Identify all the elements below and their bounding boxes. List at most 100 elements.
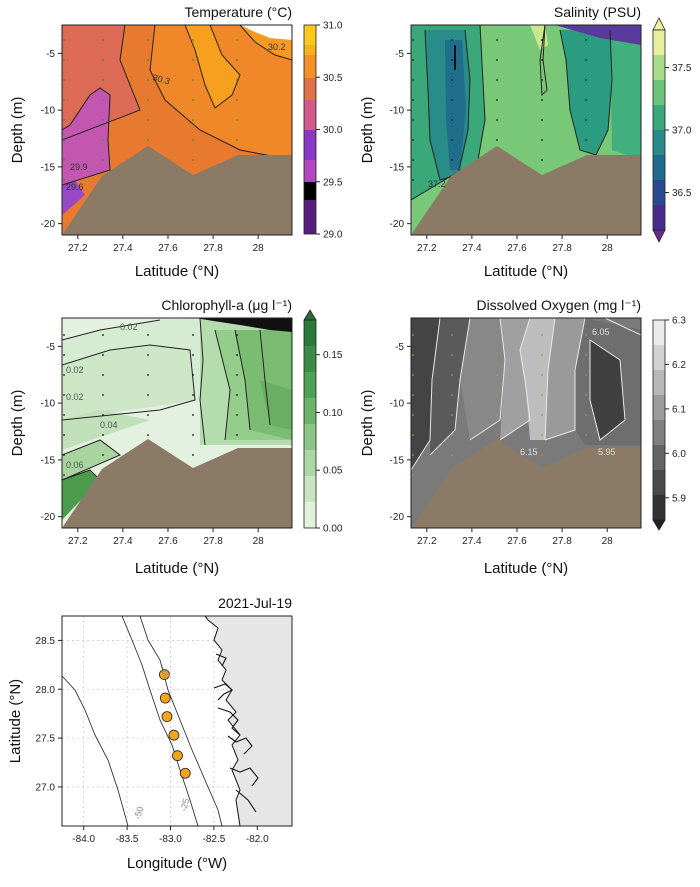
- map-xtick-label: -84.0: [72, 834, 95, 845]
- chlorophyll-axes: 27.2 27.4 27.6 27.8 28 -5 -10 -15 -20: [41, 342, 265, 547]
- salinity-xtick-label: 27.2: [417, 243, 437, 254]
- map-ytick-label: 28.5: [36, 636, 56, 647]
- temperature-colorbar-tick-label: 31.0: [323, 21, 343, 32]
- oxygen-axes: 27.2 27.4 27.6 27.8 28 -5 -10 -15 -20: [390, 342, 614, 547]
- chlorophyll-panel: Chlorophyll-a (μg l⁻¹): [9, 297, 343, 577]
- chlorophyll-contour-label: 0.06: [66, 460, 84, 470]
- temperature-colorbar-tick-label: 29.0: [323, 230, 343, 241]
- temperature-colorbar-tick-label: 29.5: [323, 177, 343, 188]
- oxygen-colorbar-ticks: 6.3 6.2 6.1 6.0 5.9: [665, 316, 686, 504]
- temperature-xtick-label: 27.2: [68, 243, 88, 254]
- isobath-50: [62, 675, 129, 826]
- oxygen-colorbar: 6.3 6.2 6.1 6.0 5.9: [652, 316, 686, 531]
- temperature-xtick-label: 27.4: [113, 243, 133, 254]
- map-ylabel: Latitude (°N): [7, 679, 24, 763]
- chlorophyll-ylabel: Depth (m): [9, 390, 26, 457]
- temperature-title: Temperature (°C): [184, 4, 292, 20]
- salinity-ytick-label: -10: [390, 106, 405, 117]
- oxygen-panel: Dissolved Oxygen (mg l⁻¹): [359, 297, 686, 577]
- chlorophyll-colorbar-tick-label: 0.15: [323, 350, 343, 361]
- chlorophyll-stations: [63, 334, 238, 476]
- temperature-colorbar-tick-label: 30.5: [323, 73, 343, 84]
- salinity-xtick-label: 28: [602, 243, 614, 254]
- oxygen-field: [411, 318, 641, 528]
- chlorophyll-ytick-label: -15: [41, 455, 56, 466]
- temperature-ytick-label: -20: [41, 219, 56, 230]
- map-xtick-label: -82.5: [202, 834, 225, 845]
- oxygen-colorbar-tick-label: 5.9: [672, 493, 686, 504]
- temperature-frame: [61, 24, 293, 236]
- map-xtick-label: -82.0: [246, 834, 269, 845]
- salinity-seabed: [411, 146, 641, 235]
- oxygen-xtick-label: 27.6: [507, 536, 527, 547]
- oxygen-colorbar-tick-label: 6.2: [672, 360, 686, 371]
- chlorophyll-colorbar: 0.15 0.10 0.05 0.00: [303, 309, 343, 535]
- station-marker: [159, 692, 171, 704]
- oxygen-title: Dissolved Oxygen (mg l⁻¹): [476, 297, 641, 313]
- temperature-colorbar-ticks: 31.0 30.5 30.0 29.5 29.0: [316, 21, 343, 241]
- chlorophyll-seabed: [62, 439, 292, 528]
- oxygen-xtick-label: 27.8: [552, 536, 572, 547]
- station-marker: [168, 729, 180, 741]
- chlorophyll-field: [62, 318, 292, 528]
- salinity-ytick-label: -5: [395, 49, 404, 60]
- salinity-ytick-label: -20: [390, 219, 405, 230]
- chlorophyll-colorbar-ticks: 0.15 0.10 0.05 0.00: [316, 350, 343, 535]
- map-land: [204, 616, 292, 826]
- chlorophyll-xtick-label: 28: [253, 536, 265, 547]
- temperature-xlabel: Latitude (°N): [135, 263, 219, 280]
- chlorophyll-colorbar-tick-label: 0.05: [323, 466, 343, 477]
- temperature-colorbar: 31.0 30.5 30.0 29.5 29.0: [303, 21, 343, 241]
- chlorophyll-xtick-label: 27.8: [203, 536, 223, 547]
- chlorophyll-ytick-label: -20: [41, 512, 56, 523]
- salinity-colorbar-tick-label: 36.5: [672, 188, 692, 199]
- salinity-xtick-label: 27.6: [507, 243, 527, 254]
- salinity-ylabel: Depth (m): [359, 97, 376, 164]
- salinity-colorbar: 37.5 37.0 36.5: [652, 17, 692, 243]
- station-marker: [172, 750, 183, 762]
- salinity-xtick-label: 27.8: [552, 243, 572, 254]
- oxygen-xtick-label: 28: [602, 536, 614, 547]
- chlorophyll-xlabel: Latitude (°N): [135, 560, 219, 577]
- temperature-colorbar-tick-label: 30.0: [323, 125, 343, 136]
- map-ytick-label: 27.5: [36, 734, 56, 745]
- station-marker: [161, 711, 173, 723]
- map-xtick-label: -83.0: [159, 834, 182, 845]
- oxygen-frame: [410, 317, 642, 529]
- chlorophyll-xtick-label: 27.4: [113, 536, 133, 547]
- temperature-xtick-label: 27.6: [158, 243, 178, 254]
- oxygen-xtick-label: 27.2: [417, 536, 437, 547]
- oxygen-stations: [412, 334, 587, 476]
- oxygen-ytick-label: -20: [390, 512, 405, 523]
- salinity-ytick-label: -15: [390, 162, 405, 173]
- temperature-stations: [63, 39, 238, 201]
- map-ytick-label: 28.0: [36, 685, 56, 696]
- salinity-xlabel: Latitude (°N): [484, 263, 568, 280]
- temperature-contour-label: 29.9: [70, 162, 88, 172]
- chlorophyll-xtick-label: 27.2: [68, 536, 88, 547]
- map-panel: 2021-Jul-19 -10 -25 -50 -84.0 -83.5 -83.0-…: [7, 595, 293, 872]
- temperature-contour-label: 30.2: [268, 42, 286, 52]
- map-ytick-label: 27.0: [36, 782, 56, 793]
- map-title: 2021-Jul-19: [218, 595, 292, 611]
- isobath-label: -10: [158, 664, 172, 680]
- isobath-label: -25: [178, 797, 191, 812]
- temperature-ytick-label: -10: [41, 106, 56, 117]
- oxygen-contour-label: 6.15: [520, 447, 538, 457]
- oxygen-contour-label: 5.95: [598, 447, 616, 457]
- salinity-panel: Salinity (PSU): [359, 4, 692, 280]
- oxygen-ytick-label: -5: [395, 342, 404, 353]
- salinity-frame: [410, 24, 642, 236]
- salinity-colorbar-tick-label: 37.5: [672, 63, 692, 74]
- map-frame: [61, 615, 293, 827]
- map-xlabel: Longitude (°W): [127, 855, 227, 872]
- temperature-xtick-label: 28: [253, 243, 265, 254]
- isobath-10: [139, 616, 223, 826]
- temperature-axes: 27.2 27.4 27.6 27.8 28 -5 -10 -15 -20: [41, 49, 265, 254]
- salinity-title: Salinity (PSU): [554, 4, 641, 20]
- oxygen-xlabel: Latitude (°N): [484, 560, 568, 577]
- oxygen-xtick-label: 27.4: [462, 536, 482, 547]
- temperature-ytick-label: -5: [46, 49, 55, 60]
- oxygen-colorbar-tick-label: 6.0: [672, 449, 686, 460]
